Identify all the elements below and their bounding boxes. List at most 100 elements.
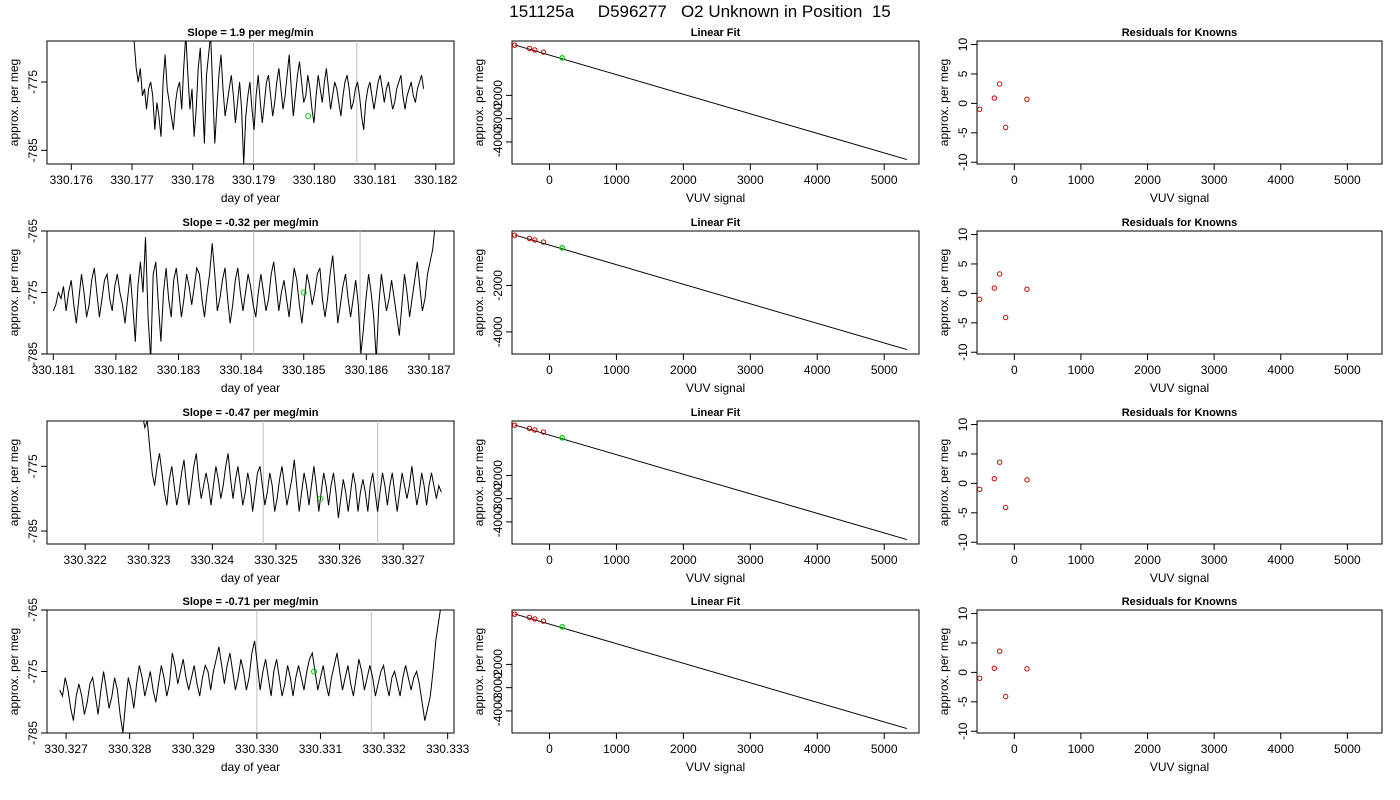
residual-point [1024,286,1030,292]
panel-residuals-row-1: Residuals for Knowns VUV signal approx. pe… [937,27,1383,205]
panel-title: Residuals for Knowns [1122,27,1238,39]
residual-point [991,475,998,482]
x-tick-label: 0 [1011,363,1018,377]
x-tick-label: 4000 [1267,742,1294,756]
plot-frame [46,420,455,545]
x-tick-label: 3000 [1201,742,1228,756]
panel-title: Residuals for Knowns [1122,217,1238,229]
panel-title: Linear Fit [691,27,741,39]
y-tick-label: -775 [26,70,40,94]
known-point [540,49,547,55]
x-axis-label: VUV signal [1150,571,1209,585]
x-tick-label: 330.180 [293,173,337,187]
fit-line [514,613,908,730]
panel-time-series-row-2: Slope = -0.32 per meg/min day of year appr… [7,217,455,395]
plot-area [143,421,442,544]
plot-area [512,232,908,351]
x-tick-label: 330.325 [254,553,298,567]
x-tick-label: 2000 [1134,742,1161,756]
panel-title: Slope = -0.32 per meg/min [182,217,318,229]
series-line [133,41,425,164]
residual-point [977,106,983,112]
y-axis-label: approx. per meg [472,249,486,336]
residual-point [1024,477,1030,483]
x-tick-label: 330.176 [50,173,94,187]
plot-area [977,271,1030,321]
y-tick-label: 0 [956,290,970,297]
x-tick-label: 0 [546,553,553,567]
y-tick-label: -2000 [491,270,505,301]
y-axis-label: approx. per meg [472,59,486,146]
y-tick-label: 5 [956,450,970,457]
x-axis-label: VUV signal [686,191,745,205]
y-axis-label: approx. per meg [937,439,951,526]
y-tick-label: -2000 [491,649,505,680]
y-tick-label: -785 [26,138,40,162]
y-tick-label: -4000 [491,695,505,726]
y-tick-label: -765 [26,219,40,243]
y-axis-label: approx. per meg [937,249,951,336]
x-tick-label: 4000 [1267,363,1294,377]
y-tick-label: 5 [956,639,970,646]
plot-frame [511,609,920,734]
x-tick-label: 330.324 [191,553,235,567]
known-point [532,427,538,433]
x-tick-label: 3000 [737,173,764,187]
panel-title: Slope = -0.47 per meg/min [182,407,318,419]
y-tick-label: -10 [956,343,970,361]
x-axis-label: day of year [221,191,280,205]
plot-area [59,610,441,733]
x-tick-label: 330.322 [63,553,107,567]
y-tick-label: -3000 [491,483,505,514]
panel-title: Linear Fit [691,596,741,608]
x-tick-label: 0 [1011,173,1018,187]
x-tick-label: 1000 [603,363,630,377]
residual-point [1002,314,1009,321]
x-tick-label: 4000 [804,173,831,187]
residual-point [977,296,983,302]
residual-point [1024,96,1030,102]
panel-time-series-row-3: Slope = -0.47 per meg/min day of year appr… [7,407,455,585]
unknown-mean-point [305,113,312,120]
unknown-point [559,624,566,630]
known-point [532,237,538,243]
y-tick-label: -5 [956,127,970,138]
residual-point [996,271,1003,277]
plot-frame [976,40,1383,165]
y-tick-label: -785 [26,721,40,745]
y-tick-label: -3000 [491,103,505,134]
known-point [512,232,518,238]
x-tick-label: 330.185 [282,363,326,377]
y-tick-label: -5 [956,317,970,328]
y-axis-label: approx. per meg [937,628,951,715]
x-axis-label: day of year [221,571,280,585]
known-point [526,45,533,52]
y-tick-label: 10 [956,418,970,432]
x-axis-label: day of year [221,381,280,395]
x-tick-label: 330.183 [157,363,201,377]
x-axis-label: day of year [221,760,280,774]
x-tick-label: 4000 [804,742,831,756]
x-tick-label: 330.333 [426,742,470,756]
x-tick-label: 330.332 [362,742,406,756]
plot-frame [976,230,1383,355]
y-tick-label: -3000 [491,672,505,703]
panel-title: Residuals for Knowns [1122,407,1238,419]
x-tick-label: 2000 [1134,363,1161,377]
x-tick-label: 0 [546,173,553,187]
panel-title: Residuals for Knowns [1122,596,1238,608]
x-tick-label: 3000 [1201,553,1228,567]
x-tick-label: 5000 [1334,742,1361,756]
x-tick-label: 330.327 [44,742,88,756]
x-axis-label: VUV signal [1150,760,1209,774]
residual-point [1002,124,1009,131]
known-point [512,42,518,48]
y-axis-label: approx. per meg [472,439,486,526]
x-tick-label: 1000 [603,742,630,756]
y-tick-label: -765 [26,598,40,622]
known-point [512,611,518,617]
known-point [526,425,533,432]
x-tick-label: 0 [1011,553,1018,567]
x-tick-label: 4000 [804,553,831,567]
